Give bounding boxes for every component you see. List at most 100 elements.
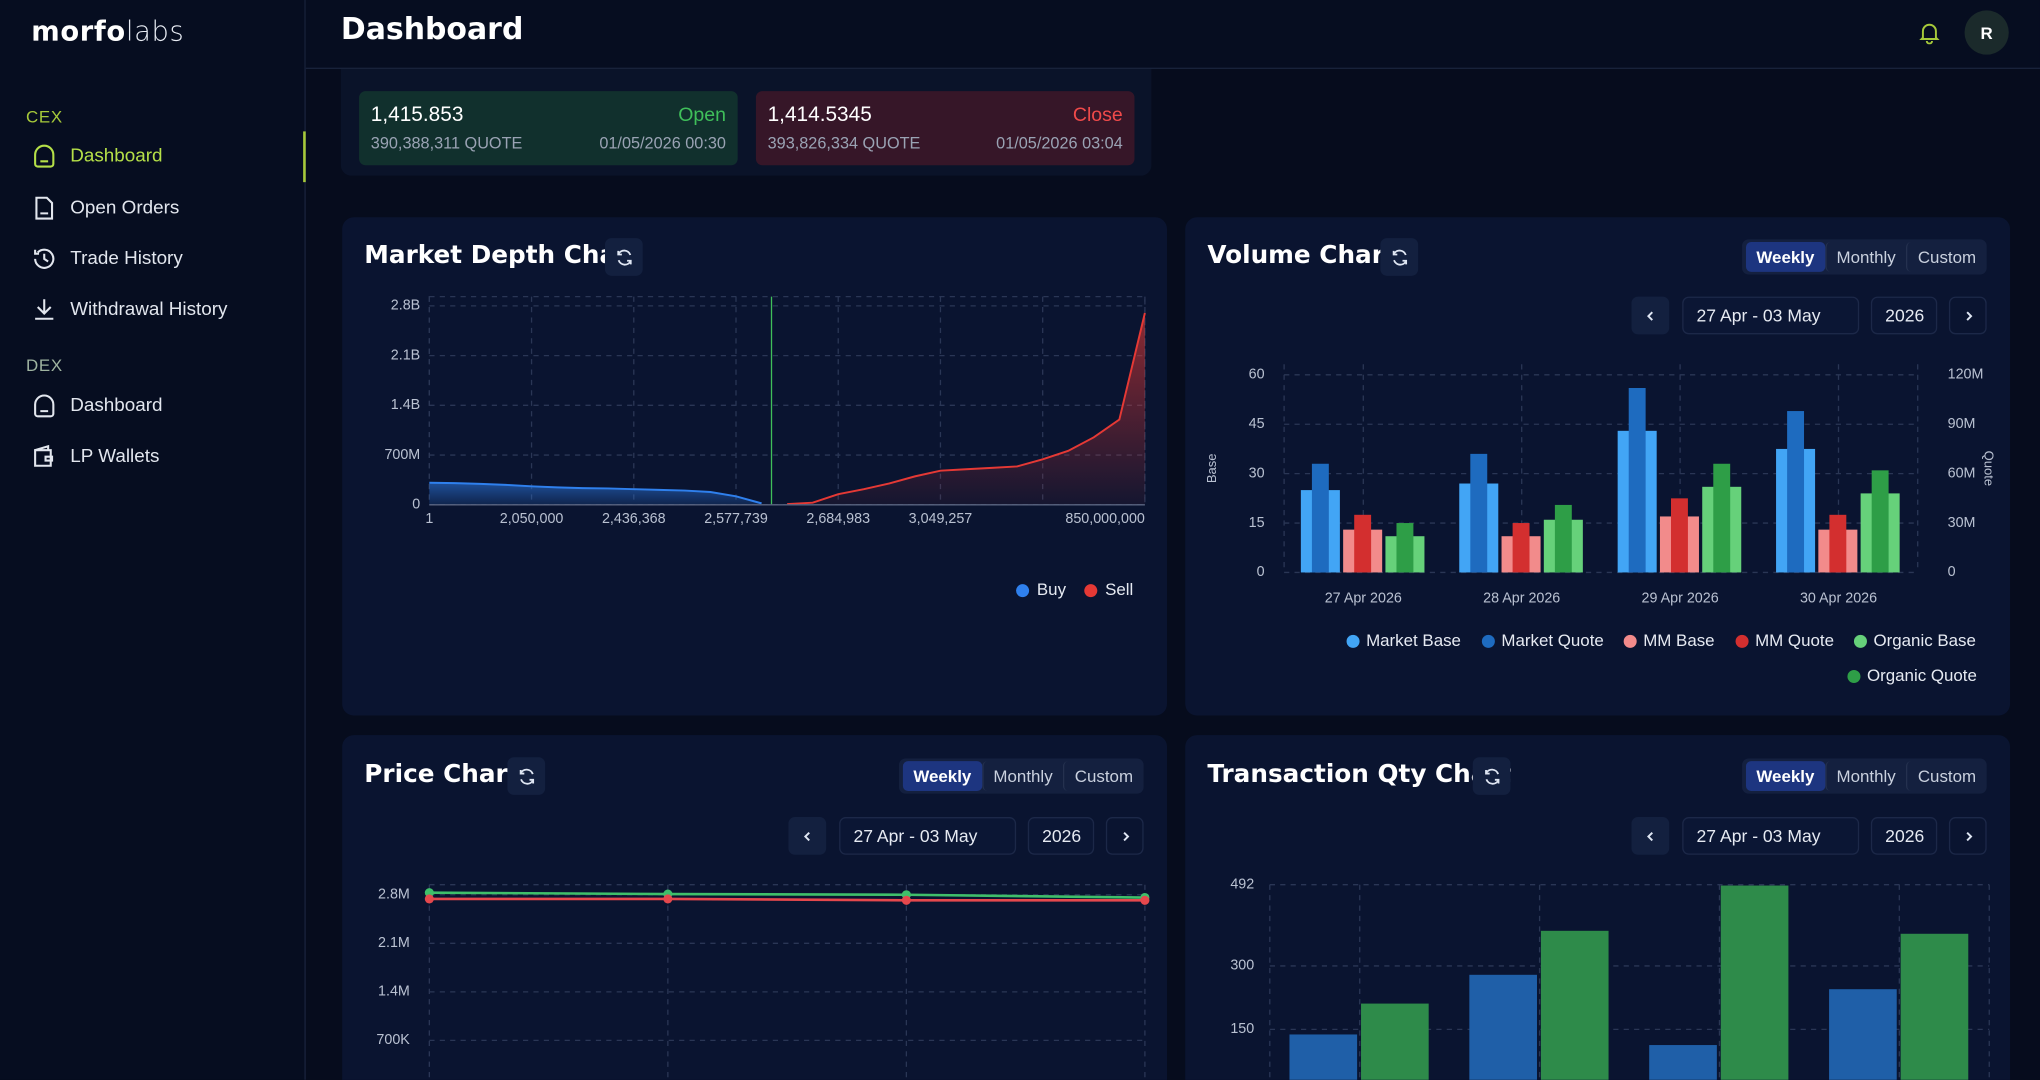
y-tick-label: 45 — [1249, 416, 1265, 432]
bar — [1396, 523, 1414, 573]
bell-icon[interactable] — [1918, 21, 1941, 45]
next-button[interactable] — [1105, 817, 1144, 855]
legend-label: Buy — [1037, 580, 1067, 599]
nav-item[interactable]: LP Wallets — [26, 436, 304, 478]
tab[interactable]: Weekly — [1745, 241, 1825, 272]
y-tick-label: 120M — [1948, 367, 1984, 383]
tab[interactable]: Custom — [1063, 761, 1143, 792]
y-tick-label: 30M — [1948, 515, 1976, 531]
year[interactable]: 2026 — [1027, 817, 1095, 855]
bar — [1871, 470, 1889, 573]
icon — [35, 299, 54, 320]
top-bar — [305, 0, 2040, 69]
legend-swatch — [1735, 634, 1749, 648]
bar — [1720, 885, 1789, 1080]
y-tick-label: 1.4B — [391, 397, 420, 413]
nav-item[interactable]: Trade History — [26, 238, 304, 280]
x-tick-label: 3,049,257 — [909, 511, 973, 527]
brand: morfolabs — [31, 16, 184, 47]
bar — [1628, 388, 1646, 573]
point — [424, 888, 434, 898]
icon — [34, 144, 55, 168]
bar — [1354, 514, 1372, 573]
section-label: DEX — [26, 355, 63, 375]
page-title: Dashboard — [340, 13, 524, 47]
y-tick-label: 60 — [1249, 367, 1265, 383]
tab[interactable]: Custom — [1906, 761, 1986, 792]
refresh-button[interactable] — [1380, 238, 1419, 276]
prev-button[interactable] — [1631, 296, 1670, 335]
label: Open — [678, 104, 726, 127]
tab[interactable]: Monthly — [1824, 241, 1906, 272]
tab[interactable]: Monthly — [981, 761, 1063, 792]
legend-swatch — [1481, 634, 1495, 648]
y-tick-label: 1.4M — [378, 984, 410, 1000]
tab-group: Weekly Monthly Custom — [1742, 758, 1987, 794]
prev-button[interactable] — [1631, 817, 1670, 855]
date-range[interactable]: 27 Apr - 03 May — [1682, 296, 1860, 335]
y-tick-label: 0 — [412, 497, 420, 513]
nav-item[interactable]: Dashboard — [26, 135, 304, 177]
y-tick-label: 300 — [1230, 958, 1254, 974]
bar — [1713, 463, 1731, 573]
y-tick-label: 30 — [1249, 465, 1265, 481]
bar — [1829, 989, 1897, 1080]
panel-title: Volume Chart — [1207, 240, 1396, 270]
tab[interactable]: Custom — [1906, 241, 1986, 272]
refresh-button[interactable] — [1472, 757, 1511, 795]
legend-swatch — [1084, 584, 1098, 598]
x-tick-label: 2,436,368 — [602, 511, 666, 527]
price-line — [429, 897, 1145, 902]
close-card: 1,414.5345 Close 393,826,334 QUOTE 01/05… — [755, 91, 1135, 166]
next-button[interactable] — [1948, 817, 1987, 855]
date-range[interactable]: 27 Apr - 03 May — [1682, 817, 1860, 855]
label: Close — [1072, 104, 1123, 127]
tab[interactable]: Monthly — [1824, 761, 1906, 792]
year[interactable]: 2026 — [1870, 817, 1938, 855]
refresh-button[interactable] — [604, 238, 643, 276]
panel-title: Market Depth Chart — [364, 240, 641, 270]
tab[interactable]: Weekly — [1745, 761, 1825, 792]
time: 01/05/2026 03:04 — [996, 134, 1123, 153]
depth-line — [787, 312, 1146, 506]
x-tick-label: 2,050,000 — [500, 511, 564, 527]
depth-line — [429, 481, 762, 505]
y-tick-label: 150 — [1230, 1021, 1254, 1037]
nav-label: Dashboard — [70, 395, 163, 417]
tab[interactable]: Weekly — [902, 761, 982, 792]
nav-label: LP Wallets — [70, 446, 160, 468]
year[interactable]: 2026 — [1870, 296, 1938, 335]
nav-label: Open Orders — [70, 197, 180, 219]
y-tick-label: 0 — [1948, 564, 1956, 580]
refresh-button[interactable] — [507, 757, 546, 795]
date-range[interactable]: 27 Apr - 03 May — [839, 817, 1017, 855]
time: 01/05/2026 00:30 — [599, 134, 726, 153]
section-label: CEX — [26, 106, 63, 127]
bar — [1540, 930, 1609, 1080]
y-tick-label: 2.1B — [391, 347, 420, 363]
x-tick-label: 1 — [425, 511, 433, 527]
quote: 393,826,334 QUOTE — [767, 134, 921, 153]
x-tick-label: 2,577,739 — [704, 511, 768, 527]
legend-label: Market Base — [1366, 631, 1461, 650]
legend-label: Organic Quote — [1867, 666, 1977, 685]
legend-label: Sell — [1105, 580, 1133, 599]
x-tick-label: 27 Apr 2026 — [1325, 590, 1402, 606]
nav-item[interactable]: Open Orders — [26, 187, 304, 229]
point — [663, 894, 673, 904]
y-tick-label: 60M — [1948, 465, 1976, 481]
next-button[interactable] — [1948, 296, 1987, 335]
nav-item[interactable]: Withdrawal History — [26, 289, 304, 331]
prev-button[interactable] — [788, 817, 827, 855]
panel-title: Price Chart — [364, 759, 520, 789]
nav-item[interactable]: Dashboard — [26, 385, 304, 427]
point — [424, 894, 434, 904]
y-axis-label: Base — [1204, 454, 1219, 484]
avatar[interactable]: R — [1964, 10, 2009, 55]
y-tick-label: 2.8B — [391, 298, 420, 314]
bar — [1289, 1034, 1358, 1080]
y-tick-label: 0 — [1257, 564, 1265, 580]
x-tick-label: 2,684,983 — [806, 511, 870, 527]
y-tick-label: 700M — [384, 447, 420, 463]
